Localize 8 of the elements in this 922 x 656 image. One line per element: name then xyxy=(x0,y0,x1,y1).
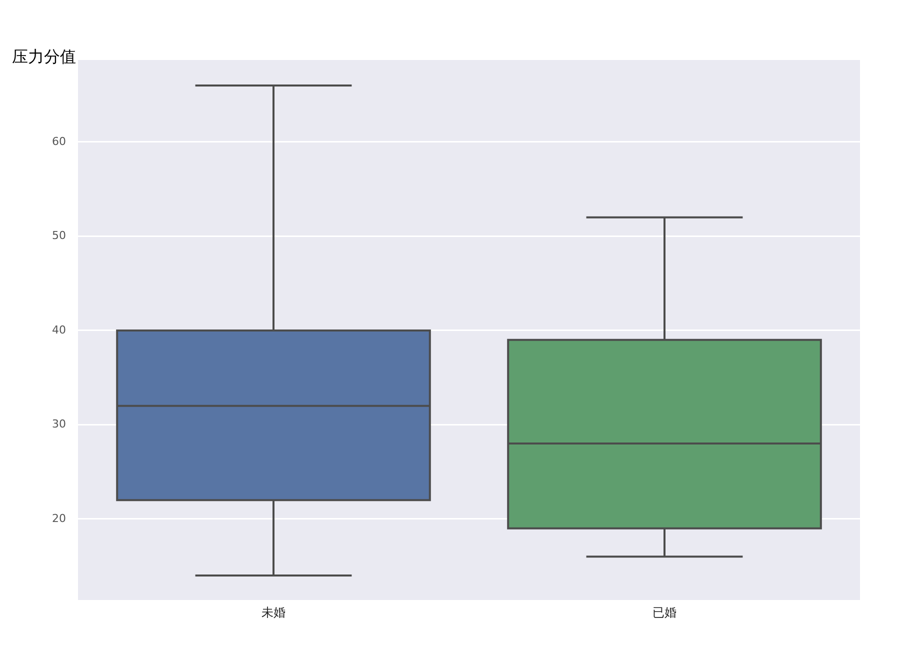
y-tick-label: 50 xyxy=(52,229,66,242)
x-tick-label: 未婚 xyxy=(262,605,286,620)
y-tick-label: 60 xyxy=(52,134,66,148)
y-tick-label: 40 xyxy=(52,323,66,336)
y-tick-label: 20 xyxy=(52,512,66,525)
y-axis-title: 压力分值 xyxy=(12,47,76,66)
x-tick-label: 已婚 xyxy=(652,605,676,620)
y-tick-label: 30 xyxy=(52,418,66,431)
